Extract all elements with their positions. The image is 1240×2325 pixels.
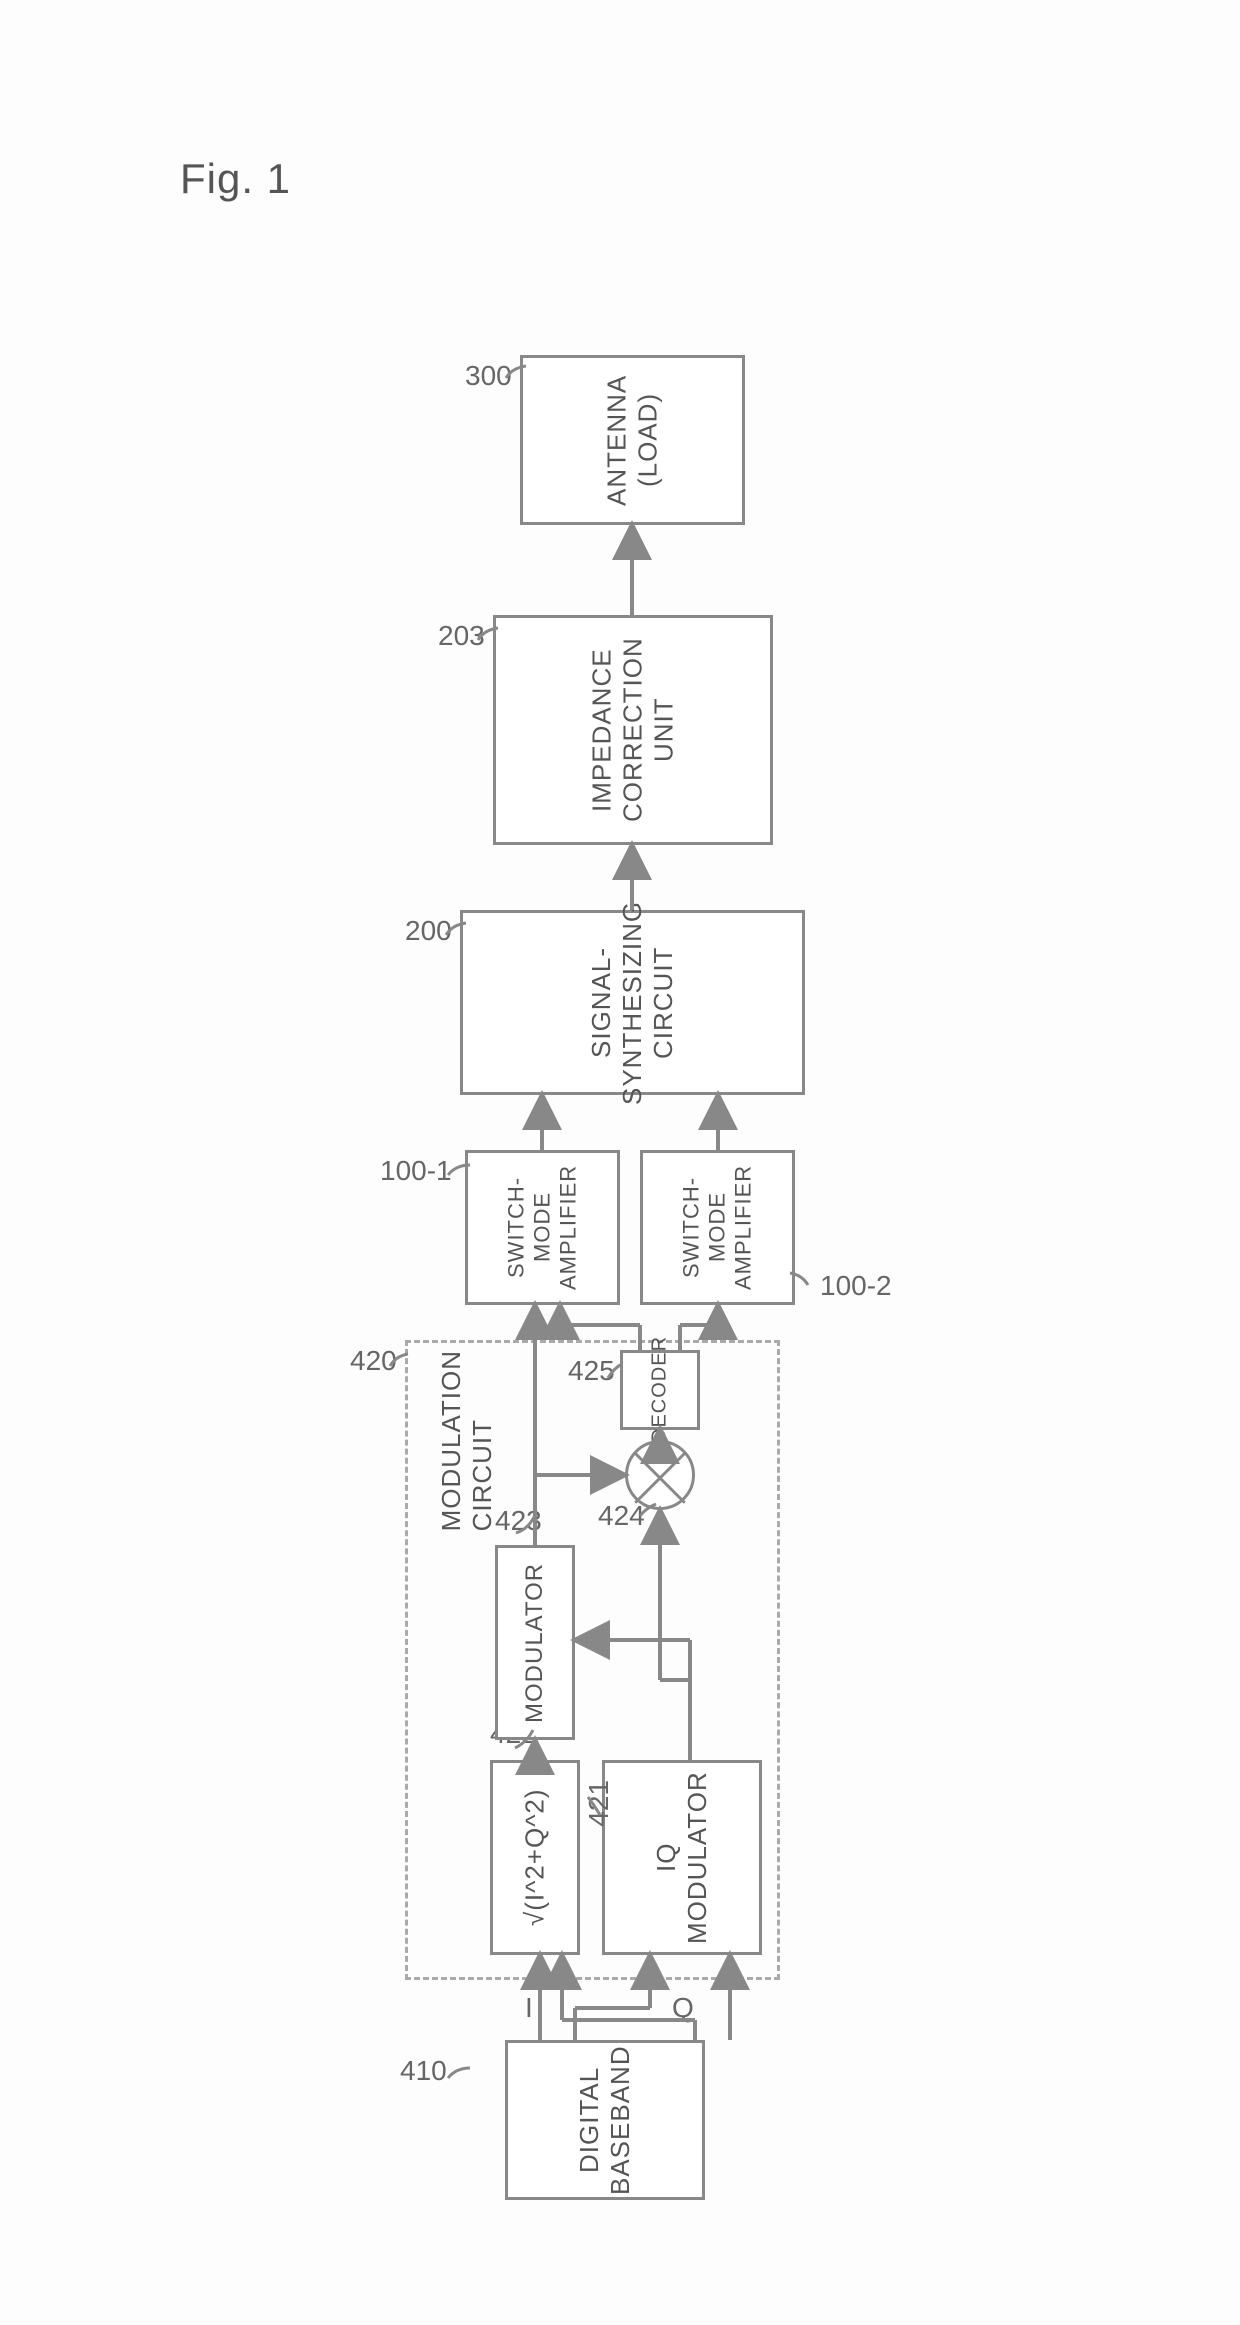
label-modulation-circuit: MODULATION CIRCUIT (436, 1350, 498, 1531)
figure-title: Fig. 1 (180, 155, 291, 203)
ref-425: 425 (568, 1355, 615, 1387)
block-iq-modulator: IQ MODULATOR (602, 1760, 762, 1955)
block-antenna: ANTENNA (LOAD) (520, 355, 745, 525)
ref-203: 203 (438, 620, 485, 652)
block-label: SWITCH-MODE AMPLIFIER (504, 1153, 582, 1302)
block-decoder: DECODER (620, 1350, 700, 1430)
block-digital-baseband: DIGITAL BASEBAND (505, 2040, 705, 2200)
ref-423: 423 (495, 1505, 542, 1537)
block-amp-2: SWITCH-MODE AMPLIFIER (640, 1150, 795, 1305)
block-label: SWITCH-MODE AMPLIFIER (679, 1153, 757, 1302)
block-amp-1: SWITCH-MODE AMPLIFIER (465, 1150, 620, 1305)
block-label: IMPEDANCE CORRECTION UNIT (587, 638, 680, 823)
ref-420: 420 (350, 1345, 397, 1377)
ref-200: 200 (405, 915, 452, 947)
ref-424: 424 (598, 1500, 645, 1532)
figure-page: Fig. 1 DIGITAL BASEBAND 410 I Q 420 MODU… (0, 0, 1240, 2325)
block-impedance-correction: IMPEDANCE CORRECTION UNIT (493, 615, 773, 845)
block-signal-synth: SIGNAL-SYNTHESIZING CIRCUIT (460, 910, 805, 1095)
block-modulator: MODULATOR (495, 1545, 575, 1740)
block-label: DECODER (649, 1336, 672, 1443)
block-label: SIGNAL-SYNTHESIZING CIRCUIT (586, 900, 679, 1104)
io-label-q: Q (672, 1992, 694, 2024)
io-label-i: I (525, 1992, 533, 2024)
ref-300: 300 (465, 360, 512, 392)
ref-421: 421 (583, 1780, 615, 1827)
ref-100-1: 100-1 (380, 1155, 452, 1187)
block-label: IQ MODULATOR (651, 1771, 713, 1944)
block-label: ANTENNA (LOAD) (602, 374, 664, 505)
block-sqrt: √(I^2+Q^2) (490, 1760, 580, 1955)
block-label: √(I^2+Q^2) (520, 1789, 551, 1927)
block-label: MODULATOR (521, 1562, 549, 1722)
ref-410: 410 (400, 2055, 447, 2087)
block-label: DIGITAL BASEBAND (574, 2045, 636, 2195)
ref-100-2: 100-2 (820, 1270, 892, 1302)
